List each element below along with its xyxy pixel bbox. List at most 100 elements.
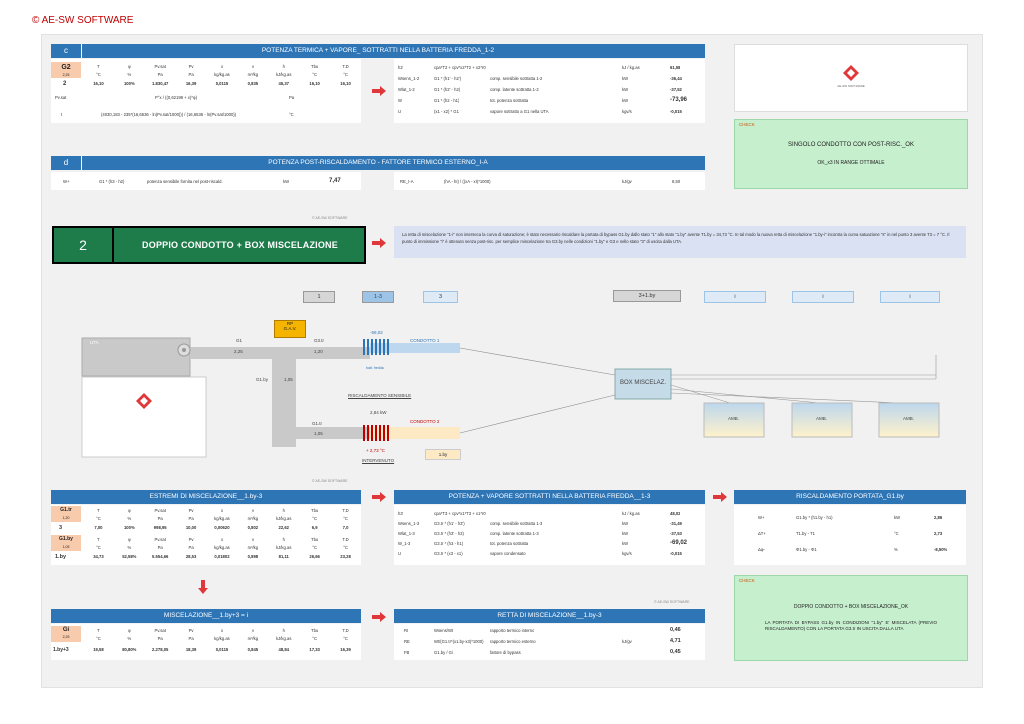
cell: m³/kg (247, 545, 259, 550)
cell: °C (343, 545, 348, 550)
d2-unit: kJ/gv (622, 179, 632, 184)
g1by-label: G1.by (256, 377, 269, 382)
cell: 34,73 (93, 554, 104, 559)
section-c-key: c (51, 44, 82, 58)
cell: x (220, 537, 224, 542)
cell-value: -73,96 (670, 97, 688, 103)
cell-value: 2,73 (934, 531, 943, 536)
table-row: RE Wt/(G1.tr*(x1.by-x3)*1000) rapporto ter… (394, 637, 705, 646)
table-row: °C% Pa Pa kg/kg.as m³/kg kJ/kg.as °C °C (83, 543, 361, 552)
cell-label: Wlat_1-2 (398, 87, 415, 92)
cell: Pv.sat (154, 537, 166, 542)
cell: 0,898 (247, 554, 259, 559)
g2-sub: 2,25 (62, 73, 70, 77)
cell-value: -36,44 (670, 76, 682, 81)
cell: 6,9 (311, 525, 318, 530)
amb-1: AMB. (728, 416, 740, 421)
cell: 100% (123, 525, 135, 530)
cell: 22,62 (278, 525, 289, 530)
table-row: 19,58 80,80% 2.278,05 18,39 0,0115 0,845 48,84… (83, 645, 361, 654)
risc-label: RISCALDAMENTO SENSIBILE (348, 393, 412, 398)
tab-i-3[interactable]: i (880, 291, 940, 303)
cell: x (220, 64, 224, 69)
tab-1-3[interactable]: 1-3 (362, 291, 394, 303)
g3tr-label: G3.tr (314, 338, 325, 343)
cell: φ (127, 64, 131, 69)
cell-value: -37,53 (670, 531, 682, 536)
d2-label: RE_I-A (400, 179, 414, 184)
cell: Pa (157, 636, 163, 641)
table-row: W+ G1.by * (h1.by - h1) kW 2,86 (734, 513, 966, 522)
check-bottom-box: CHECK DOPPIO CONDOTTO + BOX MISCELAZIONE… (734, 575, 968, 661)
cell: v (251, 64, 254, 69)
cell: 5.554,66 (152, 554, 169, 559)
arrow-right-icon (713, 492, 727, 502)
psat-unit: Pa (289, 95, 295, 100)
cell: 16,39 (340, 647, 351, 652)
tab-3-1by[interactable]: 3+1.by (613, 290, 681, 302)
cell: 7,0 (342, 525, 349, 530)
cell: °C (96, 636, 101, 641)
g1by-value: 1,05 (284, 377, 293, 382)
cell: T (97, 508, 100, 513)
cell-formula: G1 * (h2 - h1) (434, 98, 460, 103)
g1-value: 2,25 (234, 349, 243, 354)
cell-value: -0,015 (670, 551, 682, 556)
brand-text: © AE-SW SOFTWARE (32, 15, 134, 26)
table-row: °C% Pa Pa kg/kg.as m³/kg kJ/kg.as °C °C (83, 514, 361, 523)
cell: Pv (188, 64, 194, 69)
gi-cell: Gi 2,25 (51, 626, 81, 642)
cell: Pa (157, 72, 163, 77)
tab-1[interactable]: 1 (303, 291, 335, 303)
cell: kJ/kg.as (276, 545, 292, 550)
cell: °C (96, 516, 101, 521)
logo-icon (843, 65, 859, 81)
table-row: h3' cpa*T3 + cpv*x1*T3 + x1*r0 kJ / kg.as 4… (394, 509, 705, 518)
cell: 1.830,47 (152, 81, 169, 86)
cell-desc: comp. sensibile sottratta 1-2 (490, 76, 543, 81)
section-2-title: 2 DOPPIO CONDOTTO + BOX MISCELAZIONE (52, 226, 366, 264)
tab-i-2[interactable]: i (792, 291, 854, 303)
cell: Pa (157, 545, 163, 550)
rowmix-label: 1.by+3 (53, 647, 69, 653)
cell-unit: °C (894, 531, 899, 536)
cell: 16,10 (340, 81, 351, 86)
batt-fredda-value: -59,02 (370, 330, 383, 335)
riscaldamento-header: RISCALDAMENTO PORTATA_G1.by (734, 490, 966, 504)
cell-label: Wlat_1-3 (398, 531, 415, 536)
d-label: W+ (63, 179, 70, 184)
riscaldamento-panel: W+ G1.by * (h1.by - h1) kW 2,86 ΔT+ T1.by - T… (734, 505, 966, 565)
tab-3[interactable]: 3 (423, 291, 458, 303)
cell-formula: G3.tr * (h1' - h3') (434, 521, 465, 526)
arrow-right-icon (372, 492, 386, 502)
cell: Pv.sat (154, 628, 166, 633)
cell-unit: kW (622, 76, 629, 81)
g3tr-cell: G1.tr 1,20 (51, 506, 81, 522)
check-bottom-line2: LA PORTATA DI BYPASS G1.by IN CONDIZIONI… (765, 620, 937, 631)
cell: h (282, 537, 285, 542)
g1by-name: G1.by (59, 536, 73, 542)
cell: Tbu (311, 508, 319, 513)
tab-i-1[interactable]: i (704, 291, 766, 303)
cell-value: 0,45 (670, 649, 681, 655)
cell: % (127, 545, 132, 550)
cell: Pa (188, 516, 194, 521)
rp-box: RP G.A.V. (274, 320, 306, 338)
d-value: 7,47 (329, 178, 341, 184)
check-top-line2: OK_x3 IN RANGE OTTIMALE (817, 160, 885, 166)
g3tr-name: G1.tr (60, 507, 72, 513)
cell: 16,10 (309, 81, 320, 86)
cell: °C (96, 72, 101, 77)
t-unit: °C (289, 112, 294, 117)
cell-formula: G3.tr * (h3' - h3) (434, 531, 464, 536)
cell-label: h3' (398, 511, 404, 516)
table-row: FB G1.by / Gi fattore di bypass 0,45 (394, 648, 705, 657)
cell-formula: T1.by - T1 (796, 531, 816, 536)
cell: 80,80% (122, 647, 137, 652)
cell: °C (343, 636, 348, 641)
cell-value: 0,46 (670, 627, 681, 633)
